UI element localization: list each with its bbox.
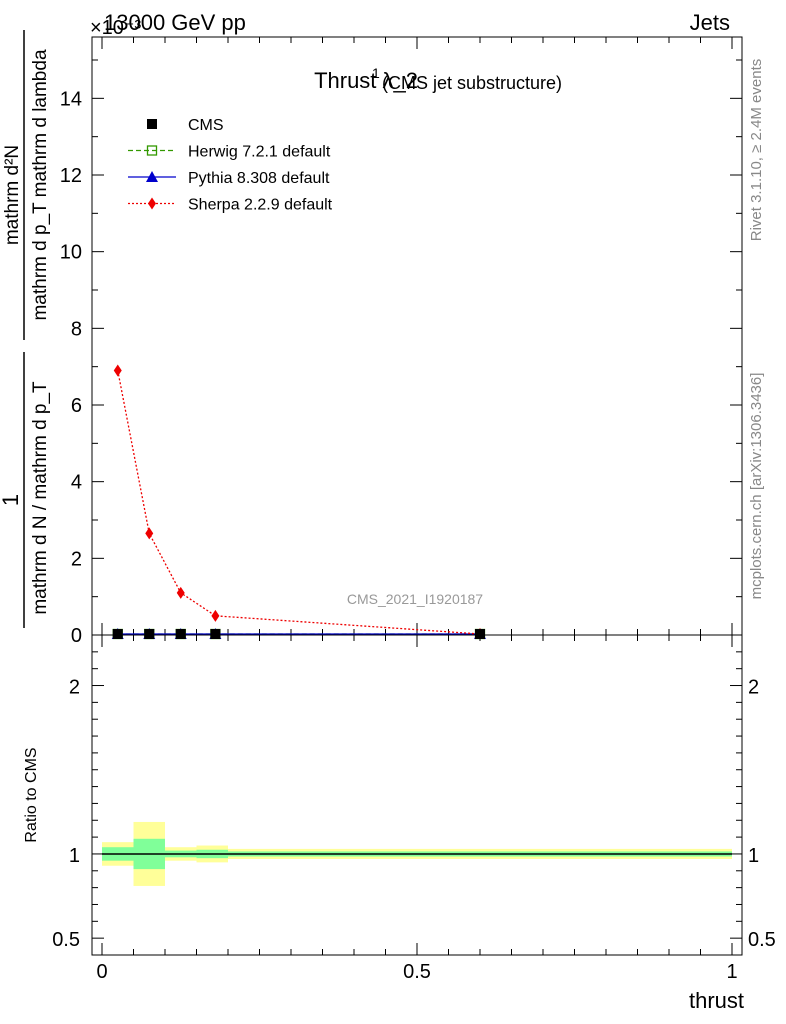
ratio-x-ticks: 0 0.5 1 xyxy=(96,635,738,983)
main-ytick-label: 12 xyxy=(60,165,82,187)
ratio-xtick-label: 0.5 xyxy=(403,961,431,983)
y-exponent: ×10⁻³ xyxy=(90,17,141,39)
legend-marker xyxy=(146,145,158,156)
ratio-y-label: Ratio to CMS xyxy=(23,747,40,842)
main-ytick-label: 6 xyxy=(71,395,82,417)
main-ytick-label: 8 xyxy=(71,318,82,340)
plot-title: Thrust λ_2 xyxy=(314,68,418,93)
legend: CMS Herwig 7.2.1 default Pythia 8.308 defa… xyxy=(128,117,333,214)
ylabel-numerator: mathrm d²N xyxy=(2,145,23,245)
ylabel-prefix-numerator: 1 xyxy=(0,494,23,506)
main-ytick-label: 10 xyxy=(60,242,82,264)
main-ytick-label: 4 xyxy=(71,472,82,494)
main-ytick-label: 2 xyxy=(71,548,82,570)
legend-label: Sherpa 2.2.9 default xyxy=(188,197,333,214)
legend-marker xyxy=(146,171,158,182)
legend-label: Herwig 7.2.1 default xyxy=(188,144,331,161)
legend-marker xyxy=(148,197,156,210)
legend-label: Pythia 8.308 default xyxy=(188,170,330,187)
y-axis-label: 1 mathrm d N / mathrm d p_T mathrm d²N m… xyxy=(0,30,51,628)
ratio-ytick-label: 0.5 xyxy=(52,929,80,951)
rivet-label: Rivet 3.1.10, ≥ 2.4M events xyxy=(748,59,765,242)
mcplots-label: mcplots.cern.ch [arXiv:1306.3436] xyxy=(748,373,765,600)
series-point xyxy=(175,629,186,639)
series-point xyxy=(211,609,220,622)
header-right: Jets xyxy=(690,10,730,35)
plot-title-superscript: 1 xyxy=(372,65,380,81)
x-axis-label: thrust xyxy=(689,988,744,1013)
main-panel: 0 2 4 6 8 10 12 14 13000 GeV pp Jets ×10⁻³ Thru… xyxy=(0,10,743,647)
legend-marker xyxy=(147,119,157,129)
main-ytick-label: 0 xyxy=(71,625,82,647)
ratio-ytick-label: 2 xyxy=(69,677,80,699)
ratio-panel-frame xyxy=(91,634,743,956)
main-y-ticks: 0 2 4 6 8 10 12 14 xyxy=(60,59,742,647)
ratio-ytick-label-right: 2 xyxy=(748,677,759,699)
header-left: 13000 GeV pp xyxy=(104,10,246,35)
ratio-y-ticks: 0.5 0.5 1 1 2 2 xyxy=(52,651,776,951)
series-point xyxy=(144,629,155,639)
series-point xyxy=(145,527,154,540)
series-point xyxy=(112,629,123,639)
ylabel-denominator: mathrm d p_T mathrm d lambda xyxy=(30,49,51,320)
main-x-ticks xyxy=(101,37,733,635)
series-point xyxy=(210,629,221,639)
series-point xyxy=(113,364,122,377)
ylabel-prefix-denominator: mathrm d N / mathrm d p_T xyxy=(30,381,51,615)
main-ytick-label: 14 xyxy=(60,88,82,110)
ratio-xtick-label: 0 xyxy=(96,961,107,983)
plot-subtitle: (CMS jet substructure) xyxy=(382,73,562,93)
watermark: CMS_2021_I1920187 xyxy=(347,591,483,607)
ratio-ytick-label-right: 1 xyxy=(748,845,759,867)
ratio-xtick-label: 1 xyxy=(726,961,737,983)
ratio-ytick-label-right: 0.5 xyxy=(748,929,776,951)
ratio-ytick-label: 1 xyxy=(69,845,80,867)
main-series xyxy=(111,364,486,640)
ratio-panel: 0.5 0.51 12 2 0 0.5 1 Ratio to CMS thrust xyxy=(23,634,776,1013)
series-point xyxy=(475,629,485,639)
series-point xyxy=(176,586,185,599)
legend-label: CMS xyxy=(188,117,224,134)
